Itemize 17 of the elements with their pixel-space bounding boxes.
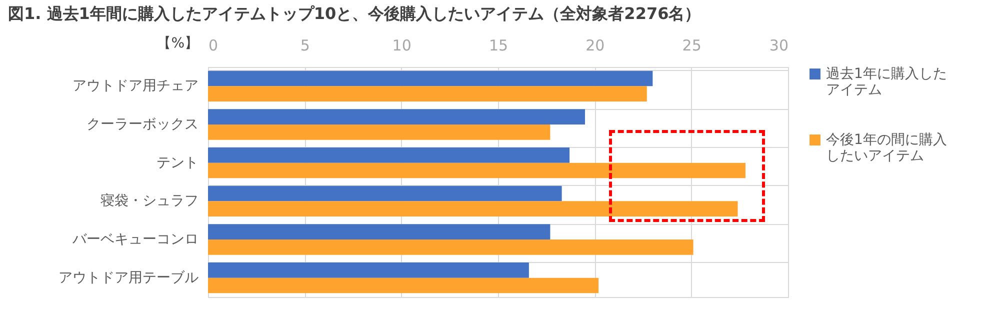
y-tick-label: テント — [156, 154, 198, 171]
y-tick-label: クーラーボックス — [86, 116, 198, 132]
y-tick-label: アウトドア用チェア — [72, 78, 198, 94]
x-tick-label: 5 — [300, 36, 310, 54]
y-tick-label: アウトドア用テーブル — [58, 270, 198, 286]
x-tick-label: 30 — [769, 36, 788, 54]
x-tick-label: 15 — [488, 36, 508, 54]
legend-label: 過去1年に購入したアイテム — [826, 66, 947, 98]
x-axis-title: 【%】 — [157, 36, 198, 52]
x-tick-label: 25 — [682, 36, 702, 54]
chart-title: 図1. 過去1年間に購入したアイテムトップ10と、今後購入したいアイテム（全対象者2276名） — [8, 4, 701, 23]
y-tick-label: バーベキューコンロ — [72, 232, 198, 248]
x-tick-label: 0 — [208, 36, 218, 54]
x-tick-label: 10 — [392, 36, 412, 54]
x-tick-label: 20 — [586, 36, 605, 54]
legend-label: 今後1年の間に購入したいアイテム — [826, 132, 947, 164]
y-tick-label: 寝袋・シュラフ — [100, 193, 198, 210]
